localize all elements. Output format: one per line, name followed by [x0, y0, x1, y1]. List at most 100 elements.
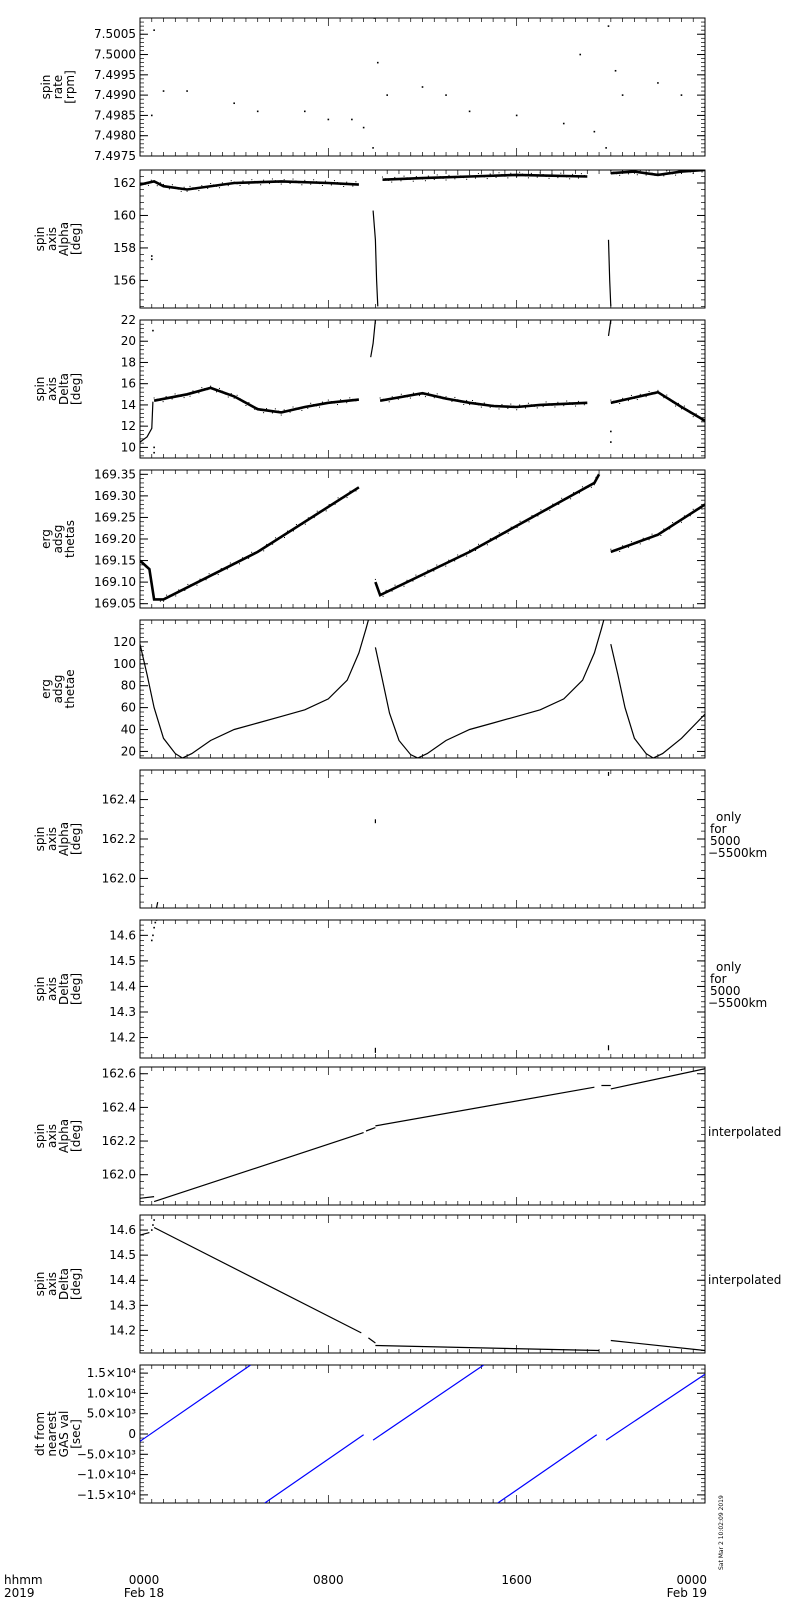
- data-point: [555, 503, 557, 505]
- data-point: [351, 118, 353, 121]
- data-point: [542, 174, 544, 176]
- data-point: [382, 398, 384, 400]
- y-axis-label-line: adsg: [51, 525, 65, 554]
- data-point: [319, 406, 321, 408]
- data-point: [530, 404, 532, 406]
- data-point: [610, 441, 612, 443]
- series-group: [140, 18, 705, 149]
- data-point: [445, 565, 447, 567]
- y-axis-label-line: axis: [45, 1272, 59, 1296]
- y-axis-label-line: axis: [45, 977, 59, 1001]
- data-point: [162, 401, 164, 403]
- data-point: [181, 589, 183, 591]
- data-point: [142, 182, 144, 184]
- data-point: [189, 395, 191, 397]
- y-axis-label-line: [deg]: [69, 1268, 83, 1300]
- data-point: [625, 171, 627, 173]
- data-point: [689, 412, 691, 414]
- data-point: [289, 411, 291, 413]
- data-point: [524, 175, 526, 177]
- data-point: [271, 412, 273, 414]
- data-point: [576, 492, 578, 494]
- data-point: [183, 186, 185, 188]
- y-axis-label-line: spin: [39, 75, 53, 100]
- y-axis-label-line: [sec]: [69, 1419, 83, 1449]
- data-point: [337, 404, 339, 406]
- series-line: [368, 1337, 376, 1344]
- data-point: [230, 393, 232, 395]
- data-point: [492, 538, 494, 540]
- data-point: [669, 171, 671, 173]
- data-point: [689, 515, 691, 517]
- y-axis-label-line: Delta: [57, 373, 71, 405]
- data-point: [346, 181, 348, 183]
- y-axis-label-line: spin: [33, 1272, 47, 1297]
- series-group: [140, 1219, 705, 1352]
- data-point: [527, 177, 529, 179]
- data-point: [522, 173, 524, 175]
- data-point: [469, 549, 471, 551]
- data-point: [298, 182, 300, 184]
- data-point: [595, 476, 597, 478]
- data-point: [391, 590, 393, 592]
- data-point: [242, 557, 244, 559]
- y-axis-label-line: thetas: [63, 520, 77, 558]
- data-point: [175, 595, 177, 597]
- data-point: [268, 183, 270, 185]
- data-point: [666, 394, 668, 396]
- data-point: [422, 178, 423, 180]
- data-point: [698, 508, 700, 510]
- data-point: [672, 401, 674, 403]
- data-point: [657, 172, 659, 174]
- data-point: [492, 175, 494, 177]
- data-point: [692, 508, 694, 510]
- series-line: [610, 170, 705, 177]
- y-tick-label: 10: [121, 440, 136, 454]
- x-tick-label: 0800: [313, 1573, 344, 1587]
- data-point: [277, 181, 279, 183]
- data-point: [630, 541, 632, 543]
- data-point: [150, 581, 152, 583]
- data-point: [283, 409, 285, 411]
- data-point: [663, 397, 665, 399]
- data-point: [187, 583, 189, 585]
- series-line: [264, 1434, 364, 1503]
- data-point: [513, 174, 515, 176]
- data-point: [180, 395, 182, 397]
- data-point: [587, 486, 589, 488]
- panel-frame: [139, 1364, 706, 1504]
- y-axis-label-line: dt from: [33, 1412, 47, 1456]
- data-point: [580, 173, 582, 175]
- data-point: [153, 597, 155, 599]
- data-point: [510, 526, 512, 528]
- series-line: [140, 401, 154, 443]
- y-tick-label: 16: [121, 377, 136, 391]
- y-tick-label: 14.3: [109, 1005, 136, 1019]
- series-line: [155, 901, 159, 908]
- data-point: [233, 102, 235, 105]
- y-tick-label: 40: [121, 723, 136, 737]
- data-point: [274, 408, 276, 410]
- data-point: [525, 521, 527, 523]
- data-point: [202, 578, 204, 580]
- data-point: [145, 183, 147, 185]
- data-point: [295, 180, 297, 182]
- data-point: [349, 490, 351, 492]
- data-point: [613, 549, 615, 551]
- data-point: [546, 509, 548, 511]
- data-point: [472, 399, 474, 401]
- data-point: [153, 29, 155, 31]
- series-line: [379, 391, 588, 409]
- data-point: [150, 255, 153, 257]
- data-point: [480, 174, 482, 176]
- data-point: [403, 585, 405, 587]
- data-point: [636, 399, 638, 401]
- y-axis-label-line: [deg]: [69, 1120, 83, 1152]
- data-point: [552, 503, 554, 505]
- data-point: [513, 405, 515, 407]
- data-point: [663, 175, 665, 177]
- data-point: [343, 186, 345, 187]
- y-axis-label-line: Delta: [57, 973, 71, 1005]
- data-point: [376, 61, 379, 64]
